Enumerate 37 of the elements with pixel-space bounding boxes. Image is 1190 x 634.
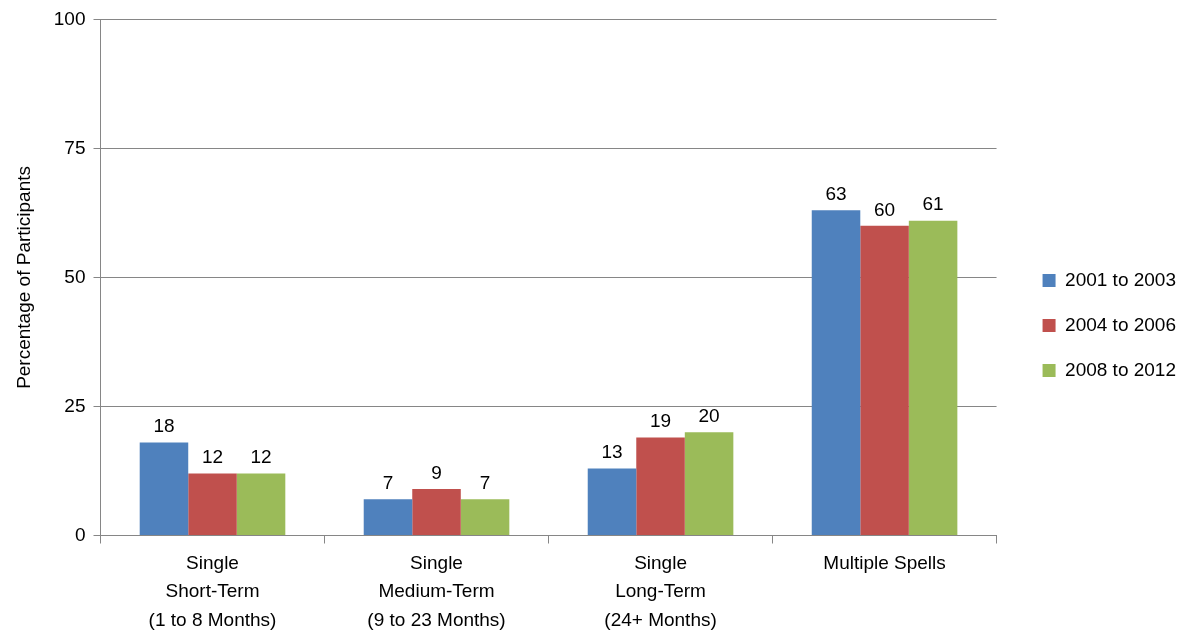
bar bbox=[363, 499, 413, 535]
x-tick-label: Single Medium-Term (9 to 23 Months) bbox=[367, 551, 506, 630]
data-label: 19 bbox=[649, 410, 672, 432]
data-label: 18 bbox=[153, 415, 175, 437]
y-tick-label: 100 bbox=[53, 7, 86, 29]
data-label: 7 bbox=[382, 472, 394, 494]
y-tick-label: 50 bbox=[64, 265, 86, 287]
data-label: 60 bbox=[873, 198, 896, 220]
y-tick-label: 0 bbox=[74, 523, 86, 545]
y-tick-label: 75 bbox=[64, 136, 86, 158]
bar bbox=[811, 210, 861, 535]
bar bbox=[412, 489, 461, 535]
bar bbox=[236, 473, 286, 535]
legend-label: 2004 to 2006 bbox=[1065, 313, 1177, 335]
bar bbox=[860, 225, 909, 535]
x-tick-label: Multiple Spells bbox=[823, 551, 946, 573]
legend-label: 2008 to 2012 bbox=[1065, 358, 1177, 380]
legend-label: 2001 to 2003 bbox=[1065, 268, 1177, 290]
data-label: 13 bbox=[601, 441, 623, 463]
data-label: 9 bbox=[431, 461, 442, 483]
x-tick-label: Single Short-Term (1 to 8 Months) bbox=[148, 551, 277, 630]
bar bbox=[587, 468, 637, 535]
bar bbox=[460, 499, 510, 535]
bar bbox=[684, 432, 734, 535]
data-label: 63 bbox=[825, 183, 847, 205]
x-tick-label: Single Long-Term (24+ Months) bbox=[604, 551, 717, 630]
data-label: 61 bbox=[922, 193, 944, 215]
data-label: 12 bbox=[201, 446, 224, 468]
bar bbox=[636, 437, 685, 535]
y-axis-title: Percentage of Participants bbox=[12, 166, 34, 389]
bar bbox=[139, 442, 189, 535]
bar bbox=[188, 473, 237, 535]
data-label: 12 bbox=[250, 446, 272, 468]
y-tick-label: 25 bbox=[64, 394, 86, 416]
bar bbox=[908, 220, 958, 535]
data-label: 7 bbox=[479, 472, 491, 494]
data-label: 20 bbox=[698, 405, 720, 427]
